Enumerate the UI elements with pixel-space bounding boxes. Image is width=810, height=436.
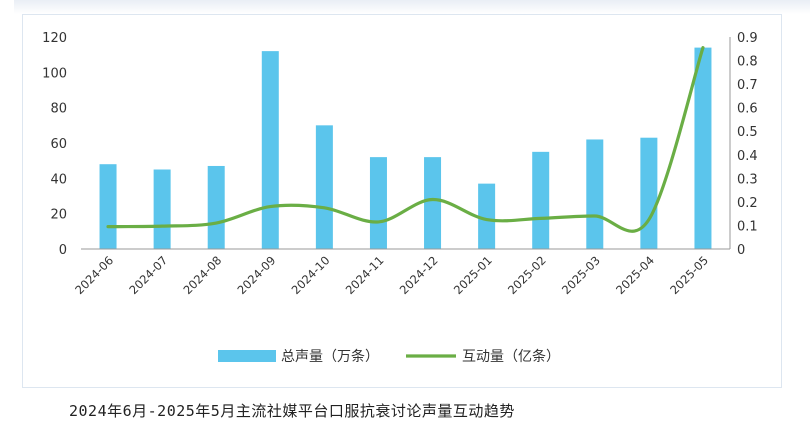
x-tick-label: 2025-01 [451,253,495,297]
bar-2025-05 [694,47,712,249]
legend-bar-label: 总声量（万条） [281,348,379,365]
y-left-tick-label: 40 [50,172,67,187]
y-right-tick-label: 0.9 [737,31,758,46]
x-tick-label: 2025-03 [559,253,603,297]
y-right-tick-label: 0 [737,243,745,258]
x-tick-label: 2025-04 [613,253,657,297]
y-right-tick-label: 0.3 [737,172,758,187]
x-tick-label: 2024-12 [397,253,441,297]
bar-2024-12 [424,157,442,249]
x-tick-label: 2025-02 [505,253,549,297]
legend-bar-swatch [218,350,276,362]
bar-2024-11 [369,157,387,249]
x-tick-label: 2024-09 [235,253,279,297]
x-tick-label: 2024-07 [126,253,170,297]
line-interaction-volume [106,46,705,233]
y-right-tick-label: 0.6 [737,102,758,117]
x-tick-label: 2024-08 [180,253,224,297]
bar-2025-03 [586,139,604,249]
y-right-tick-label: 0.4 [737,149,758,164]
right-axis: 0 0.1 0.2 0.3 0.4 0.5 0.6 0.7 0.8 0.9 [729,31,758,258]
bar-2024-08 [207,165,225,249]
y-left-tick-label: 80 [50,102,67,117]
legend: 总声量（万条） 互动量（亿条） [218,348,560,365]
x-axis: 2024-06 2024-07 2024-08 2024-09 2024-10 2024-… [72,248,730,297]
x-tick-label: 2024-06 [72,253,116,297]
x-tick-label: 2024-10 [289,253,333,297]
top-shadow [14,0,810,14]
x-tick-label: 2024-11 [343,253,387,297]
y-right-tick-label: 0.8 [737,55,758,70]
bar-2025-01 [478,183,496,249]
bar-2024-07 [153,169,171,249]
x-tick-label: 2025-05 [667,253,711,297]
bar-2025-04 [640,137,658,249]
y-left-tick-label: 120 [42,31,67,46]
line-series [106,46,705,233]
y-left-tick-label: 20 [50,208,67,223]
bar-2024-09 [261,51,279,250]
bar-2025-02 [532,151,550,249]
bar-2024-10 [315,125,333,249]
y-right-tick-label: 0.7 [737,78,758,93]
bar-series [99,47,712,250]
y-right-tick-label: 0.2 [737,196,758,211]
left-axis: 0 20 40 60 80 100 120 [42,31,67,258]
bar-2024-06 [99,164,117,249]
chart-card: 0 20 40 60 80 100 120 0 0.1 0.2 0.3 0.4 0.5 0.6 0.7 0.… [22,14,782,388]
y-left-tick-label: 100 [42,66,67,81]
combo-chart: 0 20 40 60 80 100 120 0 0.1 0.2 0.3 0.4 0.5 0.6 0.7 0.… [42,31,758,365]
y-right-tick-label: 0.1 [737,219,758,234]
chart-caption: 2024年6月-2025年5月主流社媒平台口服抗衰讨论声量互动趋势 [69,402,515,420]
y-left-tick-label: 60 [50,137,67,152]
y-left-tick-label: 0 [59,243,67,258]
legend-line-label: 互动量（亿条） [462,348,560,365]
y-right-tick-label: 0.5 [737,125,758,140]
